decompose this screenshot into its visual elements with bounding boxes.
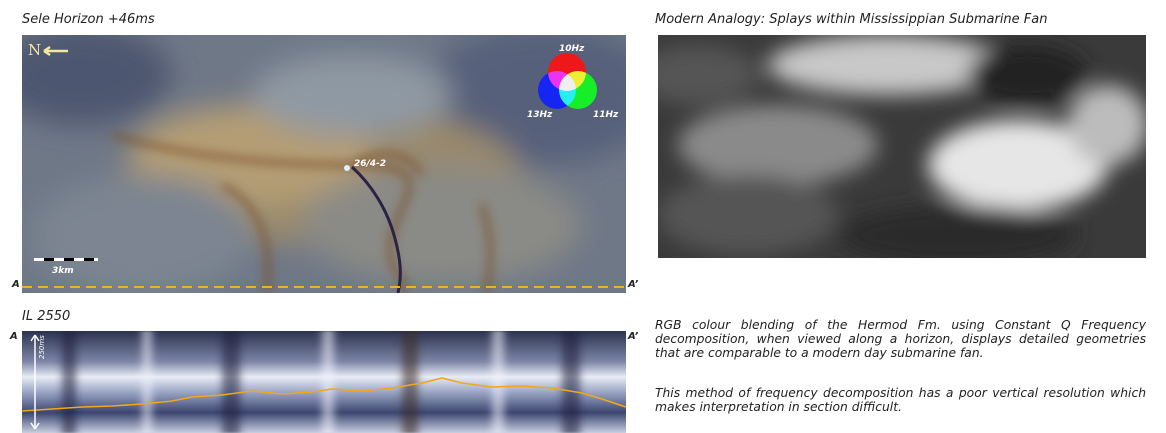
map-title: Sele Horizon +46ms xyxy=(22,12,155,27)
well-label: 26/4-2 xyxy=(354,159,386,169)
legend-blue: 13Hz xyxy=(527,110,553,120)
section-title: IL 2550 xyxy=(22,309,70,324)
horizon-map: 26/4-2 N 10Hz 13Hz 11Hz 3km xyxy=(22,35,626,293)
legend-green: 11Hz xyxy=(593,110,619,120)
description-paragraph: This method of frequency decomposition h… xyxy=(655,386,1146,414)
analogy-title: Modern Analogy: Splays within Mississipp… xyxy=(655,12,1047,27)
analogy-image xyxy=(658,35,1146,258)
section-start: A xyxy=(10,331,18,342)
seismic-section: 250ms xyxy=(22,331,626,433)
section-end: A’ xyxy=(628,331,638,342)
scale-bar-label: 3km xyxy=(52,266,74,276)
description-paragraph: RGB colour blending of the Hermod Fm. us… xyxy=(655,318,1146,360)
section-scale-label: 250ms xyxy=(38,335,46,359)
section-end-label: A’ xyxy=(628,279,638,290)
legend-red: 10Hz xyxy=(559,44,585,54)
section-start-label: A xyxy=(12,279,20,290)
north-label: N xyxy=(28,41,41,59)
page: { "left_panel": { "title": "Sele Horizon… xyxy=(0,0,1166,433)
